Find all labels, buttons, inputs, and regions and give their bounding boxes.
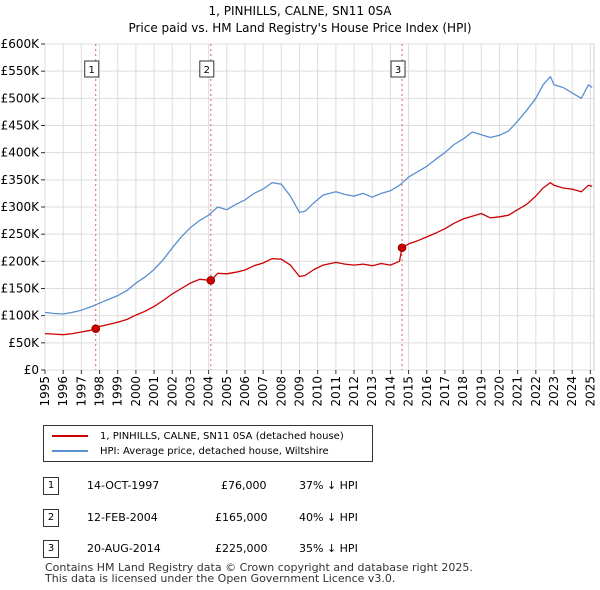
- sale-row: 1 14-OCT-1997 £76,000 37% ↓ HPI: [43, 475, 443, 495]
- x-tick-label: 2010: [311, 376, 325, 407]
- x-tick-label: 2021: [511, 376, 525, 407]
- x-tick-label: 2017: [438, 376, 452, 407]
- x-tick-label: 2004: [202, 376, 216, 407]
- sale-hpi-diff: 37% ↓ HPI: [299, 479, 358, 492]
- x-tick-label: 2008: [274, 376, 288, 407]
- x-axis: 1995 1996 1997 1998 1999 2000 2001 2002 2003 2004…: [38, 370, 597, 407]
- y-tick-label: £200K: [1, 254, 41, 268]
- sale-point: [91, 324, 101, 334]
- x-tick-label: 2025: [583, 376, 597, 407]
- grid: [44, 43, 594, 371]
- chart-title-line2: Price paid vs. HM Land Registry's House …: [128, 21, 472, 35]
- legend-label-price: 1, PINHILLS, CALNE, SN11 0SA (detached h…: [100, 430, 344, 442]
- x-tick-label: 1995: [38, 376, 52, 407]
- sale-price: £76,000: [221, 479, 267, 492]
- sale-markers: 1 2 3: [84, 44, 406, 370]
- x-tick-label: 2013: [365, 376, 379, 407]
- sale-row: 2 12-FEB-2004 £165,000 40% ↓ HPI: [43, 507, 443, 527]
- sale-label-box: [390, 60, 406, 78]
- sale-row: 3 20-AUG-2014 £225,000 35% ↓ HPI: [43, 538, 443, 558]
- x-tick-label: 1997: [74, 376, 88, 407]
- y-tick-label: £300K: [1, 200, 41, 214]
- x-tick-label: 2003: [183, 376, 197, 407]
- legend-item-price: 1, PINHILLS, CALNE, SN11 0SA (detached h…: [52, 429, 344, 443]
- y-axis: £0 £50K £100K £150K £200K £250K £300K £350K £400…: [1, 37, 45, 377]
- y-tick-label: £550K: [1, 64, 41, 78]
- x-tick-label: 2024: [565, 376, 579, 407]
- y-tick-label: £150K: [1, 282, 41, 296]
- sale-hpi-diff: 40% ↓ HPI: [299, 511, 358, 524]
- sale-point: [397, 243, 407, 253]
- legend-item-hpi: HPI: Average price, detached house, Wilt…: [52, 444, 329, 458]
- sale-label-box: [84, 60, 100, 78]
- x-tick-label: 1996: [56, 376, 70, 407]
- sale-label-number: 1: [89, 65, 95, 76]
- x-tick-label: 2006: [238, 376, 252, 407]
- sale-points: [91, 243, 407, 334]
- hpi-line: [44, 75, 593, 315]
- y-tick-label: £600K: [1, 37, 41, 51]
- x-tick-label: 2015: [402, 376, 416, 407]
- sale-price: £225,000: [215, 542, 268, 555]
- y-tick-label: £50K: [8, 336, 40, 350]
- x-tick-label: 2019: [474, 376, 488, 407]
- footer-copyright: Contains HM Land Registry data © Crown c…: [45, 561, 473, 574]
- legend: 1, PINHILLS, CALNE, SN11 0SA (detached h…: [43, 425, 373, 462]
- sale-hpi-diff: 35% ↓ HPI: [299, 542, 358, 555]
- legend-swatch-hpi: [52, 450, 88, 452]
- x-tick-label: 2018: [456, 376, 470, 407]
- price-chart: £0 £50K £100K £150K £200K £250K £300K £350K £400…: [1, 37, 598, 407]
- y-tick-label: £450K: [1, 119, 41, 133]
- sale-label-box: [199, 60, 215, 78]
- y-tick-label: £400K: [1, 146, 41, 160]
- sale-label-number: 3: [395, 65, 401, 76]
- footer: Contains HM Land Registry data © Crown c…: [45, 562, 473, 584]
- sale-date: 12-FEB-2004: [87, 511, 158, 524]
- x-tick-label: 2012: [347, 376, 361, 407]
- sale-date: 14-OCT-1997: [87, 479, 160, 492]
- x-tick-label: 2007: [256, 376, 270, 407]
- x-tick-label: 2022: [529, 376, 543, 407]
- x-tick-label: 1999: [111, 376, 125, 407]
- x-tick-label: 2002: [165, 376, 179, 407]
- legend-swatch-price: [52, 435, 88, 437]
- sale-number-badge: 2: [43, 509, 59, 527]
- y-tick-label: £100K: [1, 309, 41, 323]
- sale-number-badge: 1: [43, 477, 59, 495]
- x-tick-label: 2011: [329, 376, 343, 407]
- legend-label-hpi: HPI: Average price, detached house, Wilt…: [100, 445, 329, 457]
- x-tick-label: 1998: [93, 376, 107, 407]
- footer-licence: This data is licensed under the Open Gov…: [45, 572, 396, 585]
- price-paid-line: [44, 181, 593, 336]
- sale-date: 20-AUG-2014: [87, 542, 161, 555]
- y-tick-label: £500K: [1, 91, 41, 105]
- x-tick-label: 2020: [492, 376, 506, 407]
- sale-number-badge: 3: [43, 540, 59, 558]
- series-lines: [44, 75, 593, 336]
- sale-point: [206, 276, 216, 285]
- sale-label-number: 2: [204, 65, 210, 76]
- x-tick-label: 2000: [129, 376, 143, 407]
- x-tick-label: 2009: [293, 376, 307, 407]
- chart-title-line1: 1, PINHILLS, CALNE, SN11 0SA: [208, 4, 392, 18]
- x-tick-label: 2023: [547, 376, 561, 407]
- x-tick-label: 2001: [147, 376, 161, 407]
- sale-price: £165,000: [215, 511, 268, 524]
- y-tick-label: £0: [24, 363, 39, 377]
- x-tick-label: 2016: [420, 376, 434, 407]
- x-tick-label: 2014: [383, 376, 397, 407]
- y-tick-label: £350K: [1, 173, 41, 187]
- x-tick-label: 2005: [220, 376, 234, 407]
- y-tick-label: £250K: [1, 227, 41, 241]
